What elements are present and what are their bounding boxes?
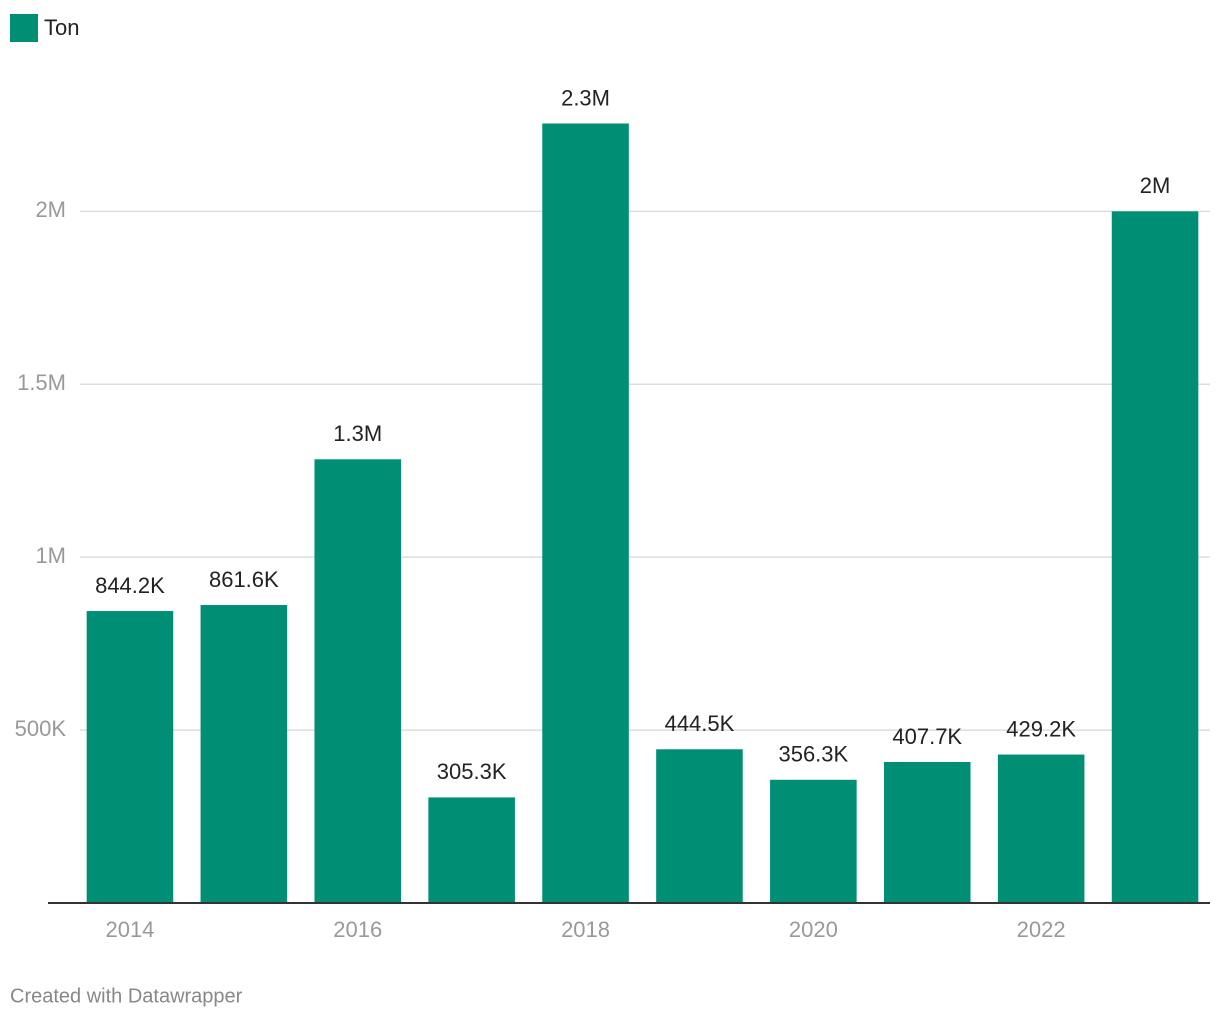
y-tick-label: 500K: [15, 716, 67, 741]
value-label: 861.6K: [209, 567, 279, 592]
value-label: 444.5K: [665, 711, 735, 736]
bar: [1111, 211, 1199, 904]
y-tick-label: 2M: [35, 197, 66, 222]
value-label: 1.3M: [333, 421, 382, 446]
value-label: 305.3K: [437, 759, 507, 784]
x-tick-label: 2020: [789, 917, 838, 942]
bar: [314, 459, 402, 903]
legend-swatch: [10, 14, 38, 42]
y-tick-label: 1M: [35, 543, 66, 568]
y-tick-label: 1.5M: [17, 370, 66, 395]
bar: [428, 797, 515, 903]
value-label: 844.2K: [95, 573, 165, 598]
bar: [883, 762, 971, 903]
value-label: 2M: [1140, 173, 1171, 198]
legend-label: Ton: [44, 15, 79, 40]
bar: [656, 749, 743, 903]
x-tick-label: 2014: [105, 917, 154, 942]
bar: [997, 754, 1085, 903]
value-label: 356.3K: [778, 742, 848, 767]
value-label: 407.7K: [892, 724, 962, 749]
x-tick-label: 2018: [561, 917, 610, 942]
x-tick-label: 2022: [1017, 917, 1066, 942]
bar: [542, 123, 629, 903]
footer: Created with Datawrapper: [10, 985, 243, 1007]
value-label: 429.2K: [1006, 716, 1076, 741]
bar: [200, 605, 288, 903]
bar: [86, 611, 174, 903]
value-label: 2.3M: [561, 85, 610, 110]
bar: [770, 779, 857, 903]
x-tick-label: 2016: [333, 917, 382, 942]
